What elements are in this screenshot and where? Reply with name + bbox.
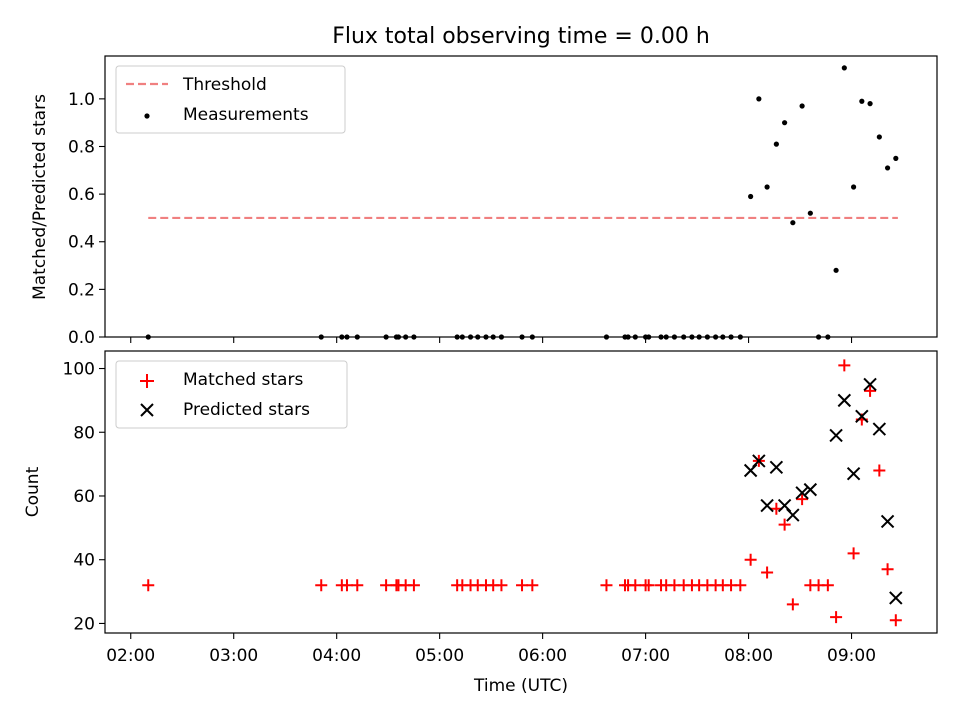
- x-tick-label: 08:00: [724, 646, 773, 666]
- x-tick-label: 09:00: [827, 646, 876, 666]
- measurement-point: [833, 267, 839, 273]
- legend-measurements-label: Measurements: [183, 105, 309, 125]
- matched-star-point: [380, 579, 393, 592]
- matched-star-point: [516, 579, 529, 592]
- bottom-y-tick-label: 60: [73, 487, 95, 507]
- matched-star-point: [315, 579, 328, 592]
- bottom-panel: 20 40 60 80 100 02:00 03:00 04:00 05:00 06:00 07:0…: [23, 350, 938, 696]
- x-tick-label: 05:00: [415, 646, 464, 666]
- measurement-point: [807, 210, 813, 216]
- x-axis-label: Time (UTC): [473, 676, 568, 696]
- matched-star-point: [838, 359, 851, 372]
- predicted-star-point: [795, 486, 809, 500]
- top-y-tick-label: 0.0: [68, 328, 95, 348]
- measurement-point: [790, 220, 796, 226]
- predicted-star-point: [872, 422, 887, 436]
- x-tick-label: 06:00: [518, 646, 567, 666]
- measurement-point: [764, 184, 770, 190]
- x-tick-label: 04:00: [312, 646, 361, 666]
- top-y-tick-label: 0.6: [68, 185, 95, 205]
- matched-star-point: [830, 611, 843, 624]
- legend-predicted-label: Predicted stars: [183, 400, 310, 420]
- legend-measurements-swatch: [144, 113, 150, 119]
- top-legend: Threshold Measurements: [115, 65, 346, 134]
- matched-star-point: [734, 579, 747, 592]
- matched-star-point: [778, 518, 791, 531]
- measurement-point: [884, 165, 891, 171]
- legend-predicted-swatch: [140, 403, 154, 417]
- top-y-tick-label: 1.0: [68, 90, 95, 110]
- measurement-point: [799, 103, 805, 109]
- matched-star-point: [642, 579, 655, 592]
- predicted-star-point: [846, 466, 861, 481]
- measurement-point: [867, 101, 873, 107]
- bottom-y-tick-label: 80: [73, 423, 95, 443]
- predicted-star-point: [803, 482, 818, 497]
- matched-star-point: [600, 579, 613, 592]
- predicted-star-point: [863, 377, 877, 392]
- measurement-point: [773, 141, 779, 147]
- matched-star-point: [847, 547, 860, 560]
- top-panel: 0.0 0.2 0.4 0.6 0.8 1.0 Matched/Predicted sta…: [30, 55, 938, 348]
- matched-star-point: [629, 579, 642, 592]
- measurement-point: [893, 155, 899, 161]
- matched-star-point: [761, 566, 774, 579]
- matched-star-point: [744, 553, 757, 566]
- measurement-point: [876, 134, 882, 140]
- predicted-star-point: [760, 498, 774, 513]
- bottom-y-tick-label: 40: [73, 551, 95, 571]
- predicted-star-point: [837, 393, 852, 408]
- matched-star-point: [881, 563, 894, 576]
- bottom-plot-frame: [104, 350, 938, 634]
- matched-star-point: [786, 598, 799, 611]
- matched-star-point: [351, 579, 364, 592]
- measurement-point: [748, 193, 754, 200]
- top-plot-frame: [104, 55, 938, 338]
- bottom-y-axis-label: Count: [23, 466, 43, 517]
- matched-star-point: [796, 493, 809, 506]
- top-legend-box: [115, 65, 346, 134]
- top-y-tick-label: 0.8: [68, 137, 95, 157]
- top-y-axis-label: Matched/Predicted stars: [30, 94, 50, 300]
- matched-star-point: [495, 579, 508, 592]
- measurement-point: [850, 184, 857, 190]
- predicted-star-point: [889, 591, 903, 605]
- predicted-star-point: [786, 508, 800, 522]
- chart-title: Flux total observing time = 0.00 h: [332, 24, 710, 49]
- measurement-point: [782, 120, 788, 126]
- top-y-tick-label: 0.2: [68, 280, 95, 300]
- matched-star-point: [873, 464, 886, 477]
- matched-star-point: [142, 579, 155, 592]
- top-y-tick-label: 0.4: [68, 233, 95, 253]
- matched-star-point: [407, 579, 420, 592]
- measurement-point: [859, 98, 865, 104]
- bottom-legend: Matched stars Predicted stars: [115, 360, 348, 429]
- bottom-y-tick-label: 100: [63, 360, 95, 380]
- predicted-star-point: [855, 409, 869, 424]
- matched-star-point: [340, 579, 353, 592]
- bottom-y-tick-label: 20: [73, 614, 95, 634]
- measurement-point: [841, 65, 847, 71]
- x-tick-label: 02:00: [106, 646, 155, 666]
- predicted-star-point: [880, 514, 895, 529]
- matched-star-point: [864, 384, 877, 397]
- predicted-star-point: [752, 454, 766, 468]
- legend-matched-label: Matched stars: [183, 370, 303, 390]
- matched-star-point: [889, 614, 902, 627]
- x-tick-label: 07:00: [621, 646, 670, 666]
- legend-threshold-label: Threshold: [182, 75, 267, 95]
- predicted-star-point: [769, 460, 784, 475]
- matched-star-point: [821, 579, 834, 592]
- x-tick-label: 03:00: [209, 646, 258, 666]
- legend-matched-swatch: [140, 374, 154, 388]
- bottom-legend-box: [115, 360, 348, 429]
- measurement-point: [756, 96, 762, 102]
- predicted-star-point: [829, 428, 843, 443]
- matched-star-point: [526, 579, 539, 592]
